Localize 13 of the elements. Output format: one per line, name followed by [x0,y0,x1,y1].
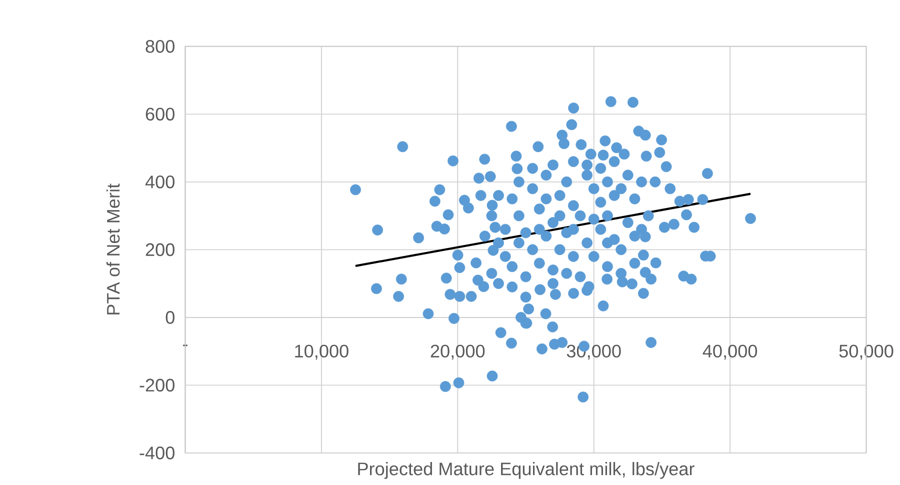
x-tick-label: 10,000 [295,344,348,360]
y-tick-label: 400 [145,176,174,188]
x-tick-label: 50,000 [839,344,894,360]
y-axis-title: PTA of Net Merit [106,184,120,314]
x-axis-title: Projected Mature Equivalent milk, lbs/year [358,462,694,479]
x-tick-label: 20,000 [430,344,485,360]
y-tick-label: -400 [140,446,174,460]
y-tick-label: 0 [166,311,174,324]
y-tick-label: 800 [146,40,174,53]
y-tick-label: 600 [146,108,174,121]
y-tick-label: 200 [146,243,174,256]
y-tick-label: -200 [140,378,174,392]
x-tick-label: 40,000 [702,344,758,360]
